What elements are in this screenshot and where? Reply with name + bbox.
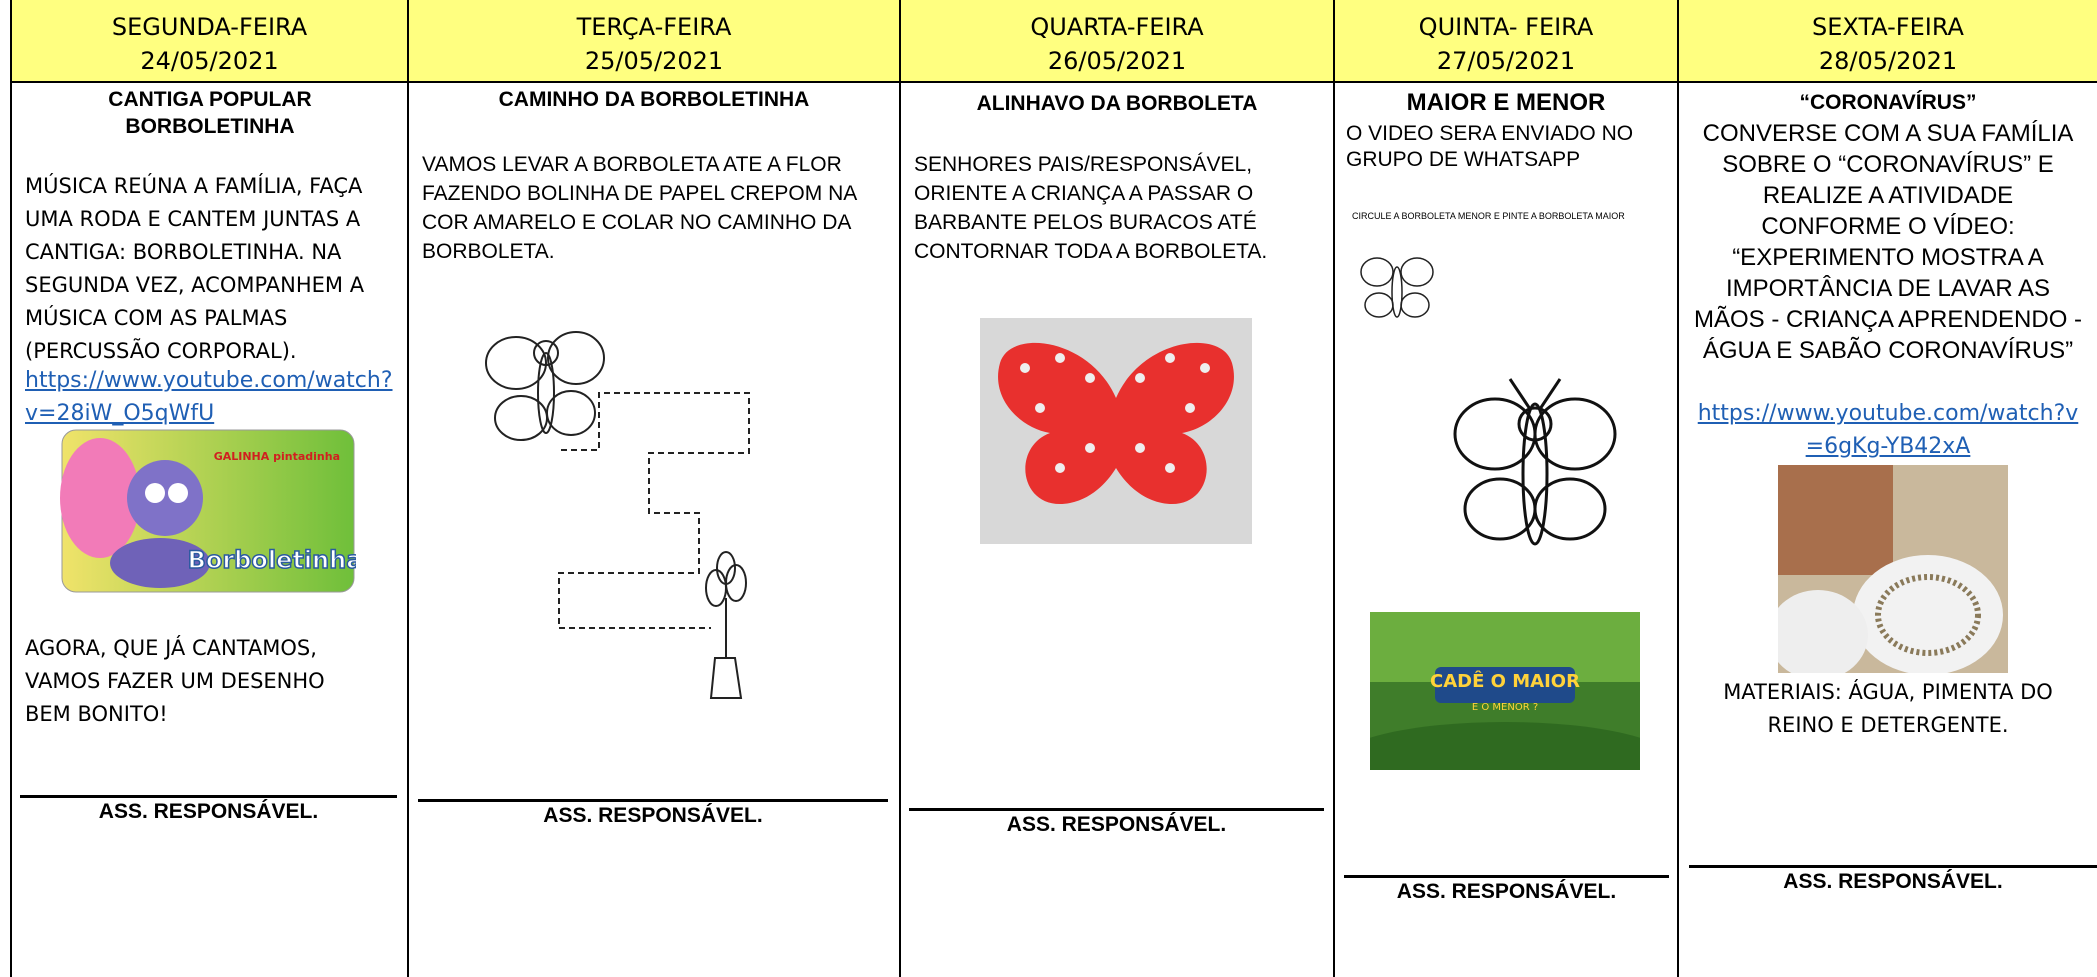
column-border [407,0,409,977]
video-link[interactable]: https://www.youtube.com/watch?v=28iW_O5q… [25,368,393,426]
maze-worksheet [485,331,750,699]
signature-line [1344,875,1669,878]
day: QUARTA-FEIRA [1030,13,1204,41]
activity-text: VAMOS LEVAR A BORBOLETA ATE A FLOR FAZEN… [422,153,857,263]
day: QUINTA- FEIRA [1418,13,1594,41]
activity-text: O VIDEO SERA ENVIADO NO GRUPO DE WHATSAP… [1346,122,1634,171]
video-thumbnail: CADÊ O MAIOR E O MENOR ? [1370,612,1640,770]
signature-label: ASS. RESPONSÁVEL. [1783,870,2003,893]
signature-label: ASS. RESPONSÁVEL. [543,804,763,827]
day: SEXTA-FEIRA [1812,13,1964,41]
thumbnail-title: CADÊ O MAIOR [1430,670,1580,692]
date: 28/05/2021 [1818,47,1958,75]
thumbnail-subtitle: E O MENOR ? [1472,702,1538,713]
day: TERÇA-FEIRA [576,13,732,41]
day-header: SEXTA-FEIRA 28/05/2021 [1679,0,2097,83]
column-border [1677,0,1679,977]
thumbnail-label: Borboletinha [188,546,356,574]
column-border [899,0,901,977]
day-header: QUARTA-FEIRA 26/05/2021 [901,0,1333,83]
activity-text: MÚSICA REÚNA A FAMÍLIA, FAÇA UMA RODA E … [25,174,365,363]
activity-title: CANTIGA POPULAR BORBOLETINHA [108,88,312,138]
large-butterfly [1453,378,1617,546]
activity-text: AGORA, QUE JÁ CANTAMOS, VAMOS FAZER UM D… [25,636,325,726]
signature-line [20,795,397,798]
small-butterfly [1360,257,1434,318]
signature-line [909,808,1324,811]
signature-line [1689,865,2097,868]
activity-title: MAIOR E MENOR [1406,89,1606,116]
signature-line [418,799,888,802]
video-thumbnail: GALINHA pintadinha Borboletinha [60,429,356,593]
brand: GALINHA pintadinha [214,450,340,463]
worksheet-instruction: CIRCULE A BORBOLETA MENOR E PINTE A BORB… [1352,211,1625,221]
butterfly-photo [980,318,1252,544]
signature-label: ASS. RESPONSÁVEL. [1396,880,1617,903]
signature-label: ASS. RESPONSÁVEL. [98,800,319,823]
date: 25/05/2021 [584,47,724,75]
day-header: TERÇA-FEIRA 25/05/2021 [409,0,899,83]
column-border [1333,0,1335,977]
day-header: SEGUNDA-FEIRA 24/05/2021 [12,0,407,83]
date: 24/05/2021 [140,47,279,75]
column-border [10,0,12,977]
day: SEGUNDA-FEIRA [111,13,308,41]
video-link[interactable]: https://www.youtube.com/watch?v=6gKg-YB4… [1697,401,2079,459]
date: 26/05/2021 [1047,47,1187,75]
activity-title: CAMINHO DA BORBOLETINHA [498,88,810,111]
experiment-photo [1778,465,2008,673]
activity-title: “CORONAVÍRUS” [1799,91,1977,114]
activity-title: ALINHAVO DA BORBOLETA [976,92,1258,115]
day-header: QUINTA- FEIRA 27/05/2021 [1335,0,1677,83]
date: 27/05/2021 [1436,47,1576,75]
signature-label: ASS. RESPONSÁVEL. [1006,813,1227,836]
activity-text: SENHORES PAIS/RESPONSÁVEL, ORIENTE A CRI… [914,153,1268,263]
activity-text: CONVERSE COM A SUA FAMÍLIA SOBRE O “CORO… [1693,120,2083,364]
materials: MATERIAIS: ÁGUA, PIMENTA DO REINO E DETE… [1723,680,2053,737]
